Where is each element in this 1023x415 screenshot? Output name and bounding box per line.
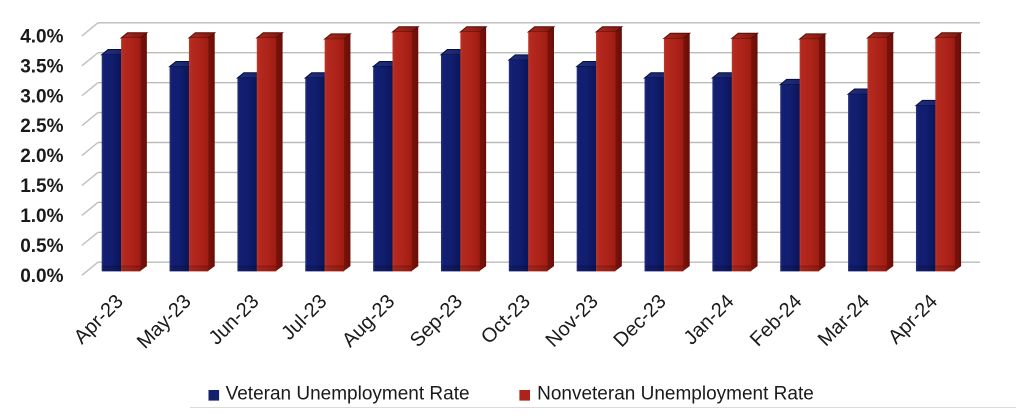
svg-text:0.5%: 0.5% <box>20 236 63 257</box>
svg-text:3.0%: 3.0% <box>20 86 63 107</box>
svg-text:2.0%: 2.0% <box>20 146 63 167</box>
svg-text:Veteran Unemployment Rate: Veteran Unemployment Rate <box>226 383 470 404</box>
svg-text:3.5%: 3.5% <box>20 56 63 77</box>
svg-text:0.0%: 0.0% <box>20 266 63 287</box>
svg-text:1.0%: 1.0% <box>20 206 63 227</box>
svg-text:4.0%: 4.0% <box>20 26 63 47</box>
svg-text:Nonveteran Unemployment Rate: Nonveteran Unemployment Rate <box>537 383 814 404</box>
svg-text:1.5%: 1.5% <box>20 176 63 197</box>
svg-text:2.5%: 2.5% <box>20 116 63 137</box>
